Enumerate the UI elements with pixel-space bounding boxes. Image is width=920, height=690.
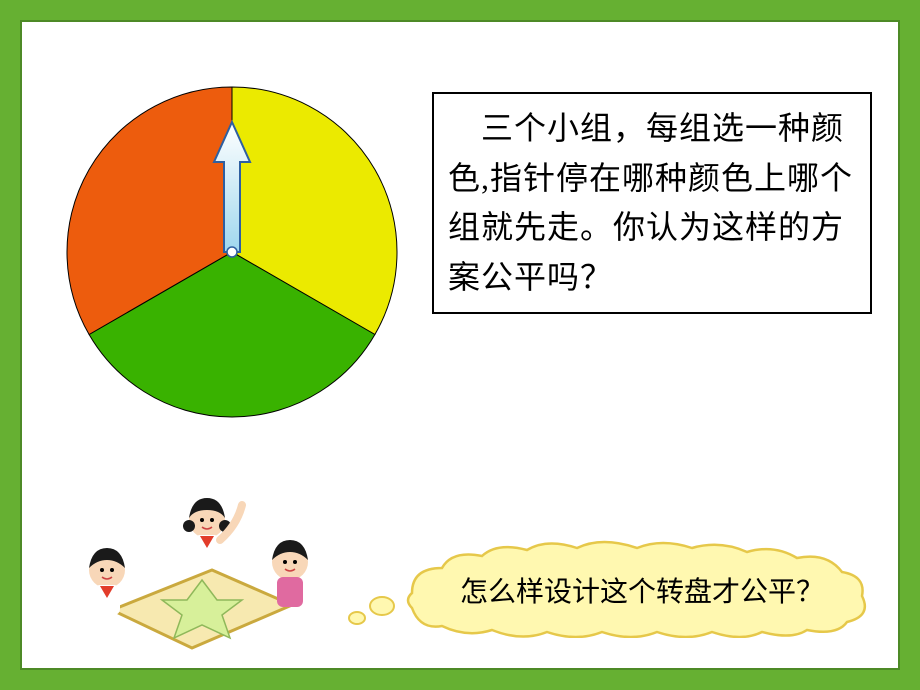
child-back <box>183 498 242 567</box>
spinner-wheel <box>62 82 402 422</box>
thought-cloud: 怎么样设计这个转盘才公平？ <box>342 538 882 638</box>
slide-frame: 三个小组，每组选一种颜色,指针停在哪种颜色上哪个组就先走。你认为这样的方案公平吗… <box>20 20 900 670</box>
thought-text: 怎么样设计这个转盘才公平？ <box>432 570 852 610</box>
children-illustration <box>52 460 332 660</box>
question-text-box: 三个小组，每组选一种颜色,指针停在哪种颜色上哪个组就先走。你认为这样的方案公平吗… <box>432 92 872 314</box>
question-text: 三个小组，每组选一种颜色,指针停在哪种颜色上哪个组就先走。你认为这样的方案公平吗… <box>448 110 853 295</box>
child-right <box>272 540 308 607</box>
child-left <box>89 548 125 615</box>
spinner-svg <box>62 82 402 422</box>
